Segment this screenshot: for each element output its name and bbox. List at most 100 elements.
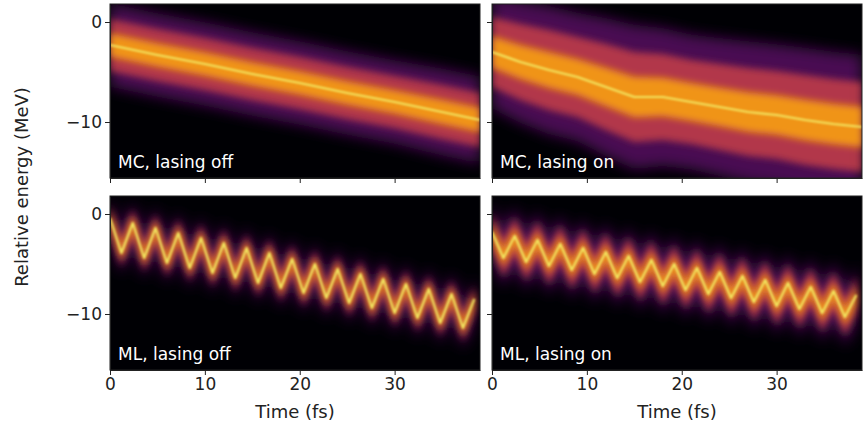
x-tick: 30: [766, 370, 788, 394]
x-tick-label: 0: [487, 374, 498, 394]
x-tick: 0: [105, 370, 116, 394]
band-core: [492, 224, 856, 325]
marks: [492, 4, 862, 178]
x-axis-line: [111, 178, 481, 179]
band-halo: [492, 203, 856, 346]
x-axis: [493, 178, 863, 183]
y-tick-mark: [105, 22, 110, 23]
y-tick-mark: [105, 214, 110, 215]
x-tick-label: 0: [105, 374, 116, 394]
y-tick-label: −10: [66, 112, 102, 132]
x-tick: [587, 178, 588, 183]
x-tick-label: 10: [577, 374, 599, 394]
x-tick-mark: [587, 178, 588, 183]
y-axis: 0 −10: [66, 5, 110, 179]
y-tick-label: 0: [91, 12, 102, 32]
panel-title: ML, lasing off: [118, 344, 232, 364]
y-tick-mark: [105, 122, 110, 123]
x-tick-label: 30: [766, 374, 788, 394]
x-axis-title: Time (fs): [254, 401, 335, 422]
panel: 0 10 20 30 0 −10 ML, lasing off Time (fs): [66, 196, 480, 422]
x-axis-title: Time (fs): [636, 401, 717, 422]
panel: 0 −10 MC, lasing off: [66, 3, 480, 183]
marks: [110, 4, 480, 163]
y-axis-title: Relative energy (MeV): [11, 87, 32, 287]
plot-background: [110, 196, 480, 370]
x-tick: 0: [487, 370, 498, 394]
plot-frame: [492, 196, 862, 370]
y-tick-mark: [487, 314, 492, 315]
x-tick-label: 10: [195, 374, 217, 394]
centre-line: [110, 45, 480, 120]
centre-line: [110, 218, 474, 328]
y-axis-line: [110, 5, 111, 179]
x-tick-label: 20: [289, 374, 311, 394]
panel-title: MC, lasing on: [500, 152, 614, 172]
y-tick-mark: [105, 314, 110, 315]
band-core: [110, 33, 480, 132]
plot-background: [492, 196, 862, 370]
chart-svg: 0 −10 MC, lasing off Relative energy (MeV) M…: [0, 0, 866, 436]
marks: [110, 197, 474, 349]
plot-frame: [110, 4, 480, 178]
x-tick: [300, 178, 301, 183]
x-tick: [205, 178, 206, 183]
y-tick: [487, 22, 492, 23]
band-core: [110, 212, 474, 334]
x-tick: 10: [577, 370, 599, 394]
plot-frame: [110, 196, 480, 370]
band-core: [492, 36, 862, 147]
panel: 0 10 20 30 ML, lasing on Time (fs): [487, 196, 863, 422]
x-tick-mark: [777, 178, 778, 183]
plot-background: [110, 4, 480, 178]
x-tick: [110, 178, 111, 183]
band: [110, 205, 474, 341]
panel-title: MC, lasing off: [118, 152, 234, 172]
y-tick: [487, 122, 492, 123]
panel-title: ML, lasing on: [500, 344, 612, 364]
x-tick: [682, 178, 683, 183]
y-tick: −10: [66, 112, 110, 132]
y-tick-mark: [487, 22, 492, 23]
marks: [492, 203, 856, 346]
x-tick-mark: [300, 178, 301, 183]
x-tick-mark: [205, 178, 206, 183]
band-halo: [110, 197, 474, 349]
y-tick-mark: [487, 214, 492, 215]
y-tick-mark: [487, 122, 492, 123]
band-halo: [492, 4, 862, 178]
x-tick: 30: [384, 370, 406, 394]
x-tick-mark: [395, 178, 396, 183]
panel: MC, lasing on: [487, 0, 863, 199]
x-axis: [111, 178, 481, 183]
x-tick-label: 20: [671, 374, 693, 394]
y-axis-line: [492, 197, 493, 371]
y-tick: −10: [66, 304, 110, 324]
x-tick-label: 30: [384, 374, 406, 394]
x-axis: 0 10 20 30: [487, 370, 862, 394]
y-axis: [487, 5, 493, 179]
y-tick: [487, 314, 492, 315]
band: [492, 17, 862, 172]
x-axis-line: [493, 178, 863, 179]
x-tick-mark: [492, 178, 493, 183]
y-axis: [487, 197, 493, 371]
band: [110, 19, 480, 147]
x-axis-line: [111, 370, 481, 371]
x-tick: 20: [671, 370, 693, 394]
band-halo: [110, 4, 480, 163]
y-tick-label: 0: [91, 204, 102, 224]
y-axis-line: [492, 5, 493, 179]
x-tick: [395, 178, 396, 183]
x-tick: 20: [289, 370, 311, 394]
plot-frame: [492, 4, 862, 178]
y-tick: 0: [91, 204, 110, 224]
y-axis: 0 −10: [66, 197, 110, 371]
x-tick: [777, 178, 778, 183]
x-tick: [492, 178, 493, 183]
x-axis-line: [493, 370, 863, 371]
y-tick-label: −10: [66, 304, 102, 324]
y-tick: [487, 214, 492, 215]
y-axis-line: [110, 197, 111, 371]
centre-line: [492, 232, 856, 317]
